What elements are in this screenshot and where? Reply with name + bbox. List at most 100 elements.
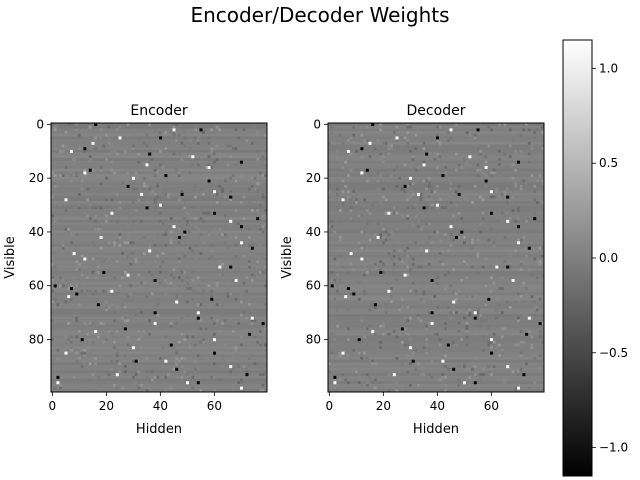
- heatmap-noise-cell: [495, 308, 499, 312]
- heatmap-noise-cell: [419, 198, 423, 202]
- heatmap-noise-cell: [105, 300, 108, 304]
- heatmap-noise-cell: [400, 305, 404, 309]
- heatmap-noise-cell: [487, 365, 491, 368]
- heatmap-noise-cell: [156, 182, 160, 185]
- heatmap-noise-cell: [53, 184, 57, 188]
- heatmap-row-streak: [328, 367, 544, 371]
- heatmap-noise-cell: [508, 219, 512, 223]
- heatmap-noise-cell: [94, 147, 97, 150]
- heatmap-row-streak: [51, 297, 267, 301]
- heatmap-noise-cell: [221, 357, 224, 360]
- heatmap-cell-high: [349, 252, 353, 256]
- heatmap-noise-cell: [492, 168, 496, 172]
- heatmap-noise-cell: [132, 343, 135, 347]
- heatmap-noise-cell: [107, 257, 111, 261]
- heatmap-noise-cell: [75, 284, 79, 288]
- heatmap-row-streak: [328, 260, 544, 264]
- heatmap-noise-cell: [541, 340, 545, 344]
- heatmap-noise-cell: [223, 319, 227, 323]
- heatmap-cell-low: [454, 235, 458, 239]
- heatmap-noise-cell: [107, 241, 111, 245]
- heatmap-noise-cell: [363, 131, 366, 134]
- heatmap-cell-low: [352, 292, 356, 296]
- heatmap-noise-cell: [183, 235, 187, 239]
- heatmap-noise-cell: [452, 311, 455, 315]
- heatmap-noise-cell: [207, 163, 211, 167]
- heatmap-cell-high: [64, 351, 68, 355]
- heatmap-cell-high: [213, 190, 216, 194]
- heatmap-noise-cell: [226, 295, 230, 298]
- heatmap-noise-cell: [338, 378, 342, 382]
- heatmap-noise-cell: [344, 160, 347, 164]
- heatmap-noise-cell: [86, 330, 89, 333]
- x-tick-label: 0: [49, 399, 57, 413]
- heatmap-cell-low: [517, 160, 520, 164]
- heatmap-noise-cell: [500, 335, 504, 339]
- heatmap-noise-cell: [368, 155, 372, 159]
- heatmap-noise-cell: [210, 254, 214, 258]
- heatmap-cell-low: [457, 192, 461, 196]
- heatmap-noise-cell: [194, 128, 197, 132]
- heatmap-noise-cell: [479, 230, 482, 234]
- heatmap-noise-cell: [177, 152, 181, 156]
- heatmap-noise-cell: [107, 152, 111, 156]
- heatmap-cell-low: [213, 211, 216, 215]
- heatmap-noise-cell: [484, 174, 488, 177]
- heatmap-noise-cell: [221, 262, 224, 266]
- heatmap-noise-cell: [126, 241, 130, 245]
- heatmap-noise-cell: [500, 211, 504, 215]
- heatmap-noise-cell: [107, 125, 111, 129]
- heatmap-noise-cell: [240, 300, 243, 304]
- heatmap-noise-cell: [102, 289, 106, 293]
- heatmap-noise-cell: [150, 378, 154, 382]
- heatmap-noise-cell: [473, 265, 477, 269]
- heatmap-noise-cell: [105, 238, 108, 242]
- heatmap-noise-cell: [264, 284, 268, 288]
- heatmap-cell-low: [430, 311, 434, 315]
- heatmap-noise-cell: [476, 308, 480, 312]
- heatmap-noise-cell: [525, 254, 528, 258]
- heatmap-noise-cell: [417, 128, 420, 132]
- heatmap-row-streak: [51, 157, 267, 161]
- heatmap-noise-cell: [164, 244, 168, 247]
- heatmap-noise-cell: [454, 297, 458, 301]
- heatmap-noise-cell: [159, 265, 162, 269]
- heatmap-noise-cell: [336, 192, 339, 196]
- heatmap-noise-cell: [422, 281, 426, 285]
- heatmap-row-streak: [51, 279, 267, 282]
- heatmap-noise-cell: [256, 131, 259, 134]
- heatmap-noise-cell: [341, 190, 345, 194]
- heatmap-noise-cell: [473, 273, 477, 277]
- heatmap-noise-cell: [454, 123, 458, 126]
- heatmap-noise-cell: [338, 351, 342, 355]
- heatmap-noise-cell: [338, 322, 342, 325]
- heatmap-noise-cell: [110, 359, 114, 363]
- heatmap-noise-cell: [226, 246, 230, 250]
- heatmap-noise-cell: [454, 343, 458, 347]
- heatmap-noise-cell: [449, 367, 453, 371]
- heatmap-noise-cell: [400, 362, 404, 366]
- heatmap-noise-cell: [511, 139, 515, 142]
- heatmap-noise-cell: [406, 198, 410, 202]
- heatmap-noise-cell: [406, 131, 410, 134]
- heatmap-row-streak: [328, 268, 544, 272]
- heatmap-noise-cell: [194, 343, 197, 347]
- heatmap-noise-cell: [213, 152, 216, 156]
- heatmap-noise-cell: [468, 171, 472, 175]
- heatmap-noise-cell: [533, 300, 536, 304]
- heatmap-noise-cell: [256, 168, 259, 172]
- heatmap-row-streak: [328, 155, 544, 159]
- heatmap-noise-cell: [390, 230, 393, 234]
- heatmap-noise-cell: [199, 184, 203, 188]
- heatmap-noise-cell: [118, 370, 122, 374]
- heatmap-noise-cell: [328, 190, 331, 194]
- heatmap-noise-cell: [481, 367, 485, 371]
- heatmap-noise-cell: [194, 244, 197, 247]
- heatmap-cell-low: [207, 179, 211, 183]
- heatmap-noise-cell: [186, 281, 189, 285]
- heatmap-noise-cell: [444, 233, 447, 237]
- heatmap-noise-cell: [438, 273, 442, 277]
- heatmap-noise-cell: [248, 373, 251, 376]
- heatmap-noise-cell: [527, 160, 531, 164]
- heatmap-noise-cell: [96, 276, 100, 280]
